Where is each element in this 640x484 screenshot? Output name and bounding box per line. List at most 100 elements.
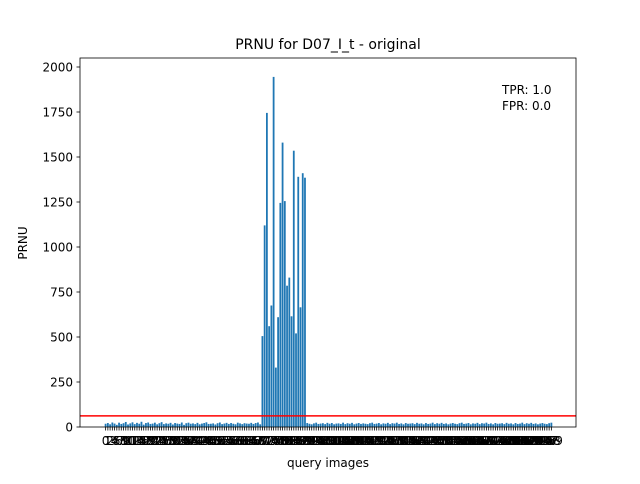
bar-183	[514, 423, 517, 427]
bar-83	[290, 316, 293, 427]
x-tick-label-70: 70	[255, 434, 270, 448]
bar-66	[252, 423, 255, 427]
bar-123	[380, 424, 383, 427]
bar-192	[534, 423, 537, 427]
x-tick-label-50: 50	[210, 434, 225, 448]
x-tick-label-30: 30	[165, 434, 180, 448]
bar-187	[523, 424, 526, 427]
x-tick-label-160: 160	[453, 434, 476, 448]
x-tick-label-12: 12	[125, 434, 140, 448]
x-tick-label-5: 5	[113, 434, 121, 448]
x-tick-label-44: 44	[197, 434, 212, 448]
x-tick-label-17: 17	[136, 434, 151, 448]
bar-158	[458, 423, 461, 427]
bar-35	[183, 424, 185, 427]
bar-114	[360, 423, 362, 427]
x-tick-label-192: 192	[524, 434, 547, 448]
bar-197	[546, 424, 548, 427]
x-tick-label-186: 186	[511, 434, 534, 448]
x-tick-label-37: 37	[181, 434, 196, 448]
x-tick-label-142: 142	[412, 434, 435, 448]
x-tick-label-102: 102	[323, 434, 346, 448]
x-tick-label-24: 24	[152, 434, 167, 448]
bar-85	[295, 333, 297, 427]
plot-frame	[79, 57, 577, 428]
x-tick-label-164: 164	[462, 434, 485, 448]
bar-51	[218, 422, 221, 427]
x-tick-label-75: 75	[266, 434, 281, 448]
bar-67	[254, 423, 257, 427]
x-tick-label-58: 58	[228, 434, 243, 448]
bar-147	[434, 424, 436, 427]
x-tick-label-119: 119	[361, 434, 384, 448]
x-tick-label-78: 78	[273, 434, 288, 448]
y-axis-label: PRNU	[16, 226, 30, 259]
bar-194	[539, 423, 542, 427]
x-tick-label-47: 47	[203, 434, 218, 448]
bar-36	[185, 423, 188, 427]
bar-79	[281, 142, 284, 427]
bar-180	[507, 423, 510, 427]
x-tick-label-100: 100	[318, 434, 341, 448]
x-tick-label-155: 155	[441, 434, 464, 448]
fpr-annotation: FPR: 0.0	[502, 99, 551, 113]
bar-107	[344, 424, 347, 427]
bar-50	[216, 423, 219, 427]
x-tick-label-114: 114	[350, 434, 373, 448]
x-tick-label-28: 28	[161, 434, 176, 448]
x-tick-label-167: 167	[468, 434, 491, 448]
x-tick-label-63: 63	[239, 434, 254, 448]
bar-151	[442, 423, 445, 427]
bar-54	[225, 422, 228, 427]
x-tick-label-127: 127	[379, 434, 402, 448]
bar-57	[232, 423, 235, 427]
x-axis-ticks: 0123456789101112131415161718192021222324…	[102, 427, 563, 448]
bar-10	[127, 424, 129, 427]
x-tick-label-157: 157	[446, 434, 469, 448]
x-tick-label-118: 118	[358, 434, 381, 448]
bar-93	[313, 423, 315, 427]
bar-46	[207, 423, 210, 427]
x-tick-label-111: 111	[343, 434, 366, 448]
bar-139	[416, 422, 418, 427]
x-tick-label-26: 26	[156, 434, 171, 448]
bar-127	[389, 424, 391, 427]
bar-9	[124, 421, 127, 427]
bar-1	[106, 423, 109, 427]
x-tick-label-45: 45	[199, 434, 214, 448]
x-tick-label-173: 173	[482, 434, 505, 448]
x-tick-label-182: 182	[502, 434, 525, 448]
y-tick-label-1500: 1500	[42, 150, 73, 164]
x-tick-label-117: 117	[356, 434, 379, 448]
x-tick-label-86: 86	[291, 434, 306, 448]
x-tick-label-168: 168	[470, 434, 493, 448]
bar-58	[234, 424, 237, 427]
x-tick-label-158: 158	[448, 434, 471, 448]
x-tick-label-139: 139	[406, 434, 429, 448]
bar-98	[324, 424, 327, 427]
x-tick-label-35: 35	[176, 434, 191, 448]
x-tick-label-6: 6	[115, 434, 123, 448]
bar-34	[180, 422, 183, 427]
bar-156	[454, 423, 456, 427]
bar-176	[498, 423, 501, 427]
x-tick-label-3: 3	[109, 434, 117, 448]
bar-120	[373, 423, 376, 427]
x-tick-label-88: 88	[295, 434, 310, 448]
x-tick-label-116: 116	[354, 434, 377, 448]
bar-32	[176, 423, 179, 427]
x-tick-label-176: 176	[488, 434, 511, 448]
x-tick-label-68: 68	[250, 434, 265, 448]
bar-97	[322, 423, 324, 427]
bar-189	[528, 423, 530, 427]
x-tick-label-95: 95	[311, 434, 326, 448]
bar-3	[111, 422, 114, 427]
bar-154	[449, 423, 452, 427]
x-tick-label-20: 20	[143, 434, 158, 448]
x-tick-label-80: 80	[277, 434, 292, 448]
x-tick-label-174: 174	[484, 434, 507, 448]
x-tick-label-34: 34	[174, 434, 189, 448]
x-tick-label-52: 52	[214, 434, 229, 448]
bar-106	[342, 422, 344, 427]
